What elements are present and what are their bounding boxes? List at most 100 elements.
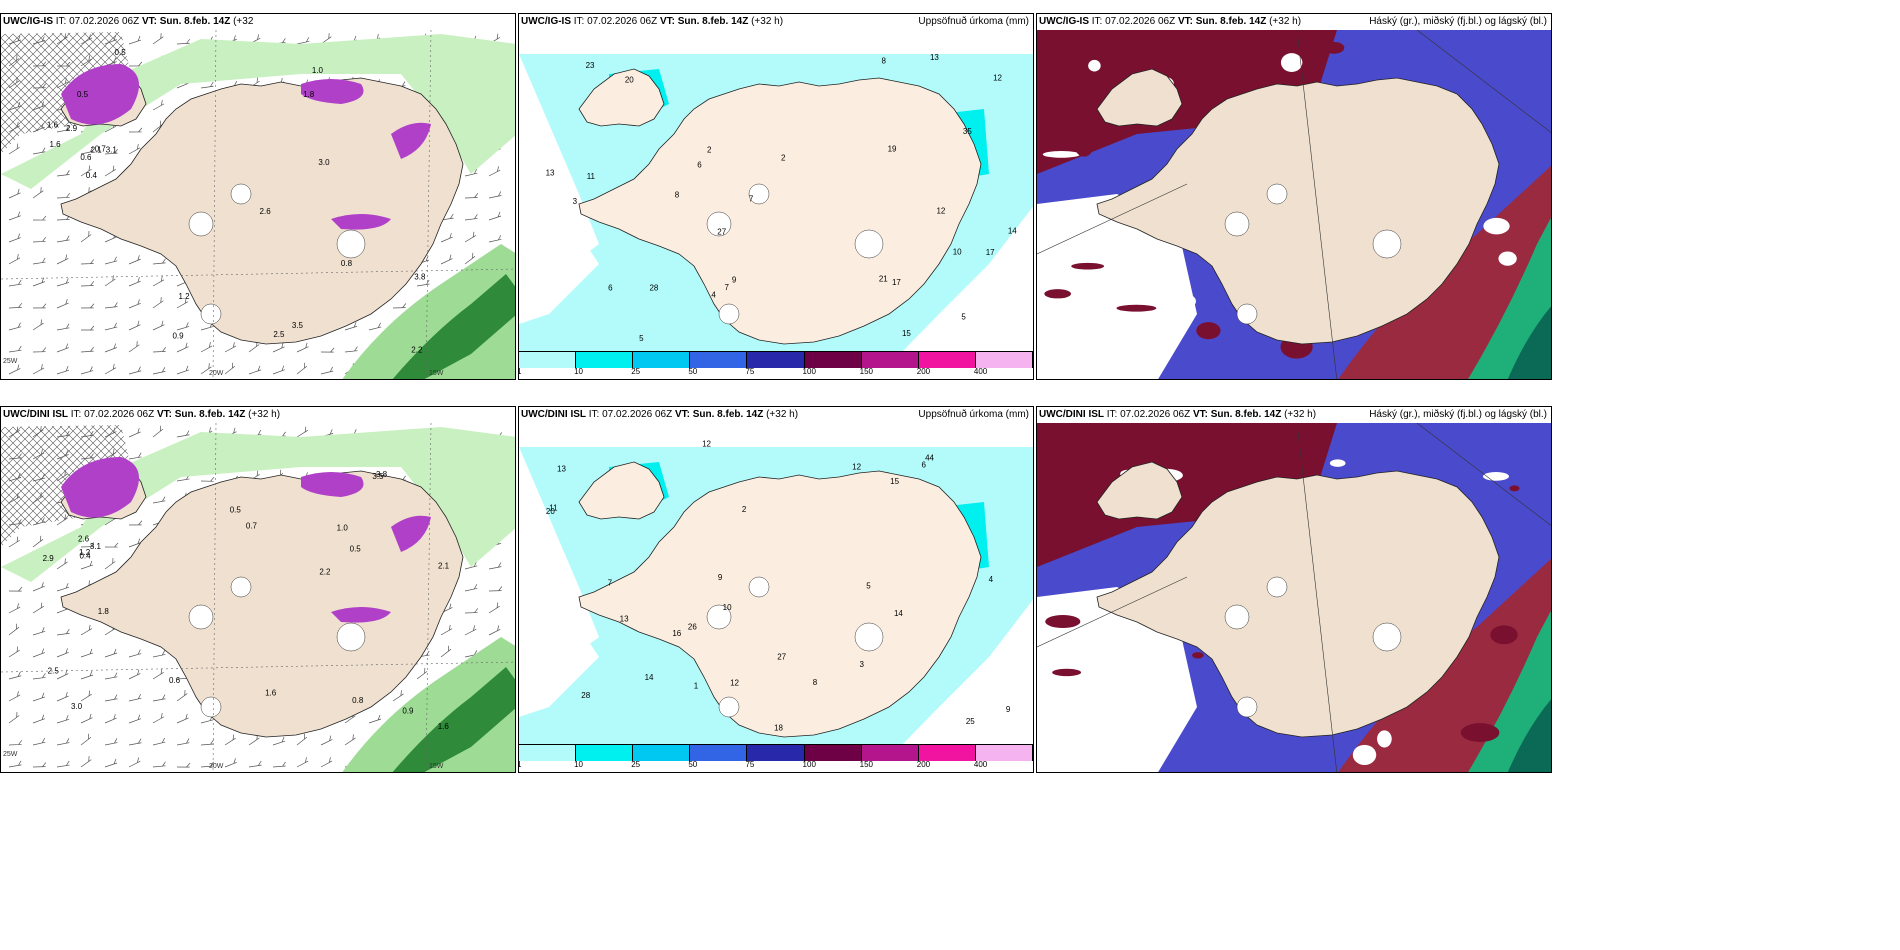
panel-header: UWC/DINI ISL IT: 07.02.2026 06Z VT: Sun.…: [519, 407, 1033, 423]
wind-barb: [104, 343, 117, 353]
wind-barb: [56, 299, 69, 309]
iceland-landmass: [1096, 470, 1500, 738]
cloud-patch: [1483, 217, 1510, 235]
wind-barb: [272, 365, 285, 375]
accum-value: 15: [890, 477, 899, 486]
wind-barb: [152, 100, 165, 111]
precip-value: 1.6: [47, 121, 59, 130]
wind-barb: [176, 342, 189, 353]
accum-value: 3: [860, 660, 865, 669]
legend-tick: 400: [973, 760, 988, 769]
cloud-patch: [1323, 41, 1345, 54]
wind-barb: [296, 733, 308, 746]
panel-title: UWC/IG-IS IT: 07.02.2026 06Z VT: Sun. 8.…: [521, 14, 783, 30]
wind-barb: [32, 714, 46, 724]
accum-value: 13: [557, 465, 566, 474]
wind-barb: [296, 342, 309, 353]
accum-value: 9: [732, 276, 737, 285]
precip-snow-heavy: [391, 122, 431, 159]
accum-value: 15: [902, 329, 911, 338]
precip-value: 2.9: [43, 554, 55, 563]
precip-value: 1.2: [79, 548, 91, 557]
wind-barb: [200, 739, 214, 746]
wind-barb: [32, 257, 46, 265]
sea: [989, 235, 1033, 334]
accum-value: 17: [892, 278, 901, 287]
map-panel-ig-precip: UWC/IG-IS IT: 07.02.2026 06Z VT: Sun. 8.…: [0, 13, 516, 380]
wind-barb: [80, 366, 94, 375]
wind-barb: [176, 365, 190, 375]
accum-value: 1: [694, 681, 699, 690]
wind-barb: [272, 761, 286, 768]
lon-label-25w: 25W: [3, 358, 18, 365]
wind-barb: [488, 625, 501, 636]
wind-barb: [464, 231, 477, 243]
boundary-line: [1416, 422, 1551, 526]
init-time: IT: 07.02.2026 06Z: [586, 409, 675, 420]
precip-value: 3.5: [372, 472, 384, 481]
legend-swatch: [633, 352, 691, 368]
wind-barb: [440, 254, 453, 265]
precip-value: 3.0: [71, 702, 83, 711]
cloud-patch: [1329, 459, 1346, 467]
lon-label-15w: 15W: [429, 370, 444, 377]
wind-barb: [464, 584, 478, 592]
wind-barb: [128, 144, 141, 155]
wind-barb: [128, 538, 141, 548]
panel-header: UWC/DINI ISL IT: 07.02.2026 06Z VT: Sun.…: [1037, 407, 1551, 423]
wind-barb: [32, 347, 47, 353]
accum-value: 4: [711, 290, 716, 299]
accum-value: 11: [587, 172, 596, 181]
accum-value: 27: [777, 652, 786, 661]
precip-value: 2.6: [78, 535, 90, 544]
wind-barb: [152, 737, 166, 746]
meridian: [212, 422, 217, 772]
panel-title: UWC/IG-IS IT: 07.02.2026 06Z VT: Sun. 8.…: [3, 14, 253, 30]
westfjords: [578, 68, 665, 127]
wind-barb: [128, 277, 141, 287]
panel-header: UWC/IG-IS IT: 07.02.2026 06Z VT: Sun. 8.…: [1, 14, 515, 30]
wind-barb: [488, 166, 501, 177]
wind-barb: [152, 761, 166, 768]
accum-value: 12: [852, 463, 861, 472]
legend-swatch: [747, 352, 805, 368]
wind-barb: [56, 692, 69, 702]
meridian: [212, 29, 217, 379]
model-name: UWC/DINI ISL: [3, 409, 68, 420]
cloud-patch: [1460, 723, 1500, 743]
glacier: [230, 183, 252, 205]
high-cloud: [1037, 423, 1337, 567]
precip-snow-heavy: [331, 607, 391, 623]
precip-heavy: [392, 667, 515, 772]
wind-barb: [32, 673, 46, 680]
map-canvas: [1037, 422, 1551, 772]
panel-title: UWC/IG-IS IT: 07.02.2026 06Z VT: Sun. 8.…: [1039, 14, 1301, 30]
wind-barb: [32, 692, 46, 702]
glacier: [200, 303, 222, 325]
wind-barb: [200, 342, 213, 353]
map-panel-ig-accum: UWC/IG-IS IT: 07.02.2026 06Z VT: Sun. 8.…: [518, 13, 1034, 380]
panel-title: UWC/DINI ISL IT: 07.02.2026 06Z VT: Sun.…: [1039, 407, 1316, 423]
wind-barb: [56, 343, 69, 353]
precip-snow-heavy: [301, 472, 364, 497]
accum-value: 9: [718, 573, 723, 582]
accum-value: 21: [879, 274, 888, 283]
wind-barb: [80, 303, 95, 309]
precip-value: 0.6: [169, 676, 181, 685]
legend-tick: 1: [519, 760, 521, 769]
precip-value: 1.2: [178, 292, 190, 301]
iceland-landmass: [60, 77, 464, 345]
glacier: [854, 622, 884, 652]
accum-value: 13: [546, 168, 555, 177]
wind-barb: [296, 37, 310, 45]
wind-barb: [80, 147, 94, 155]
glacier: [1372, 622, 1402, 652]
wind-barb: [152, 712, 165, 724]
valid-time: VT: Sun. 8.feb. 14Z: [156, 409, 246, 420]
wind-barb: [32, 648, 45, 658]
wind-barb: [128, 255, 141, 265]
accum-value: 6: [922, 461, 927, 470]
precip-value: 1.8: [303, 90, 315, 99]
wind-barb: [80, 346, 94, 353]
panel-header: UWC/IG-IS IT: 07.02.2026 06Z VT: Sun. 8.…: [519, 14, 1033, 30]
